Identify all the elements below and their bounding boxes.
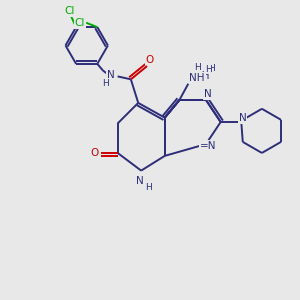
Text: O: O: [146, 55, 154, 64]
Text: O: O: [90, 148, 98, 158]
Text: =N: =N: [200, 141, 217, 151]
Text: N: N: [136, 176, 144, 186]
Text: N: N: [239, 113, 247, 124]
Text: N: N: [107, 70, 115, 80]
Text: Cl: Cl: [64, 6, 75, 16]
Text: NH: NH: [194, 71, 209, 81]
Text: H: H: [205, 64, 212, 74]
Text: H: H: [208, 64, 214, 73]
Text: N: N: [203, 89, 211, 99]
Text: H: H: [145, 183, 152, 192]
Text: NH: NH: [189, 73, 205, 83]
Text: H: H: [194, 63, 200, 72]
Text: N: N: [203, 142, 211, 153]
Text: Cl: Cl: [74, 18, 85, 28]
Text: H: H: [103, 79, 109, 88]
